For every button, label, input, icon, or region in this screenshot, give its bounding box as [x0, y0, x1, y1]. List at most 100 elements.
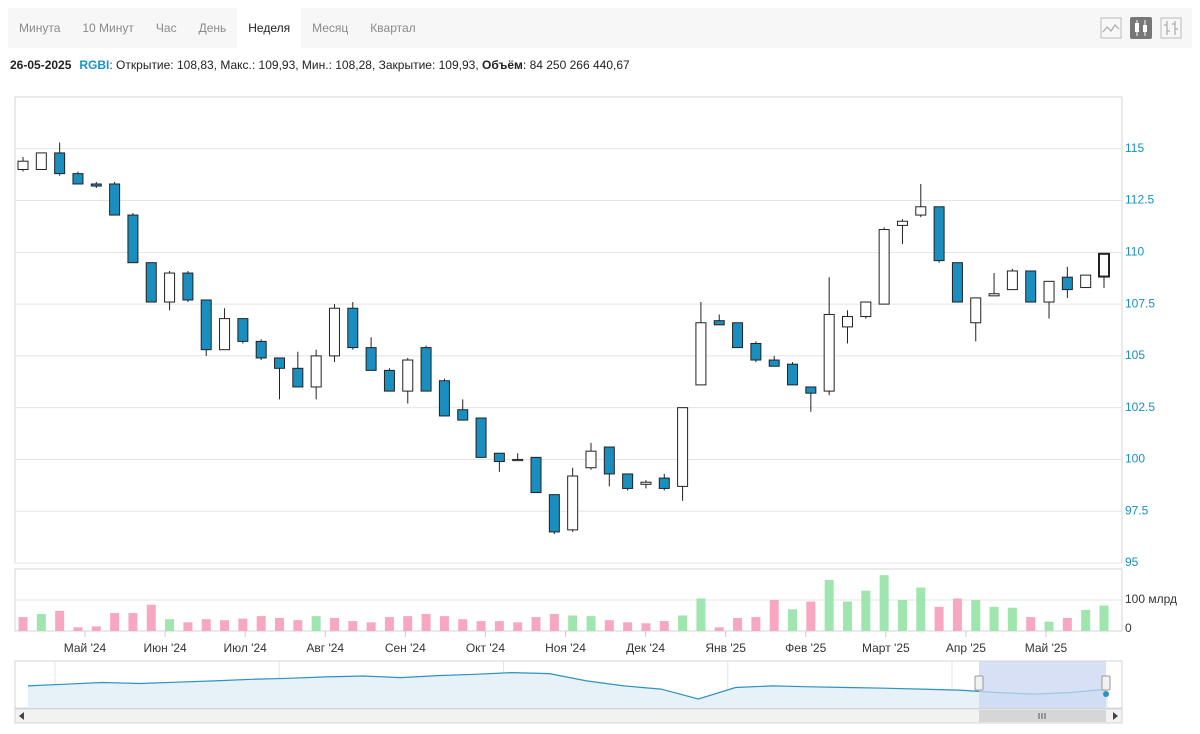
tab-month[interactable]: Месяц	[312, 21, 349, 35]
volume-bar[interactable]	[733, 617, 743, 631]
candle[interactable]	[915, 183, 927, 218]
candle[interactable]	[182, 270, 194, 303]
tab-minute[interactable]: Минута	[19, 21, 61, 35]
candle[interactable]	[640, 480, 652, 489]
line-chart-icon[interactable]	[1100, 17, 1122, 39]
candle[interactable]	[622, 473, 634, 491]
volume-bar[interactable]	[531, 617, 541, 631]
candle[interactable]	[988, 273, 1000, 297]
volume-bar[interactable]	[1062, 617, 1072, 631]
volume-bar[interactable]	[879, 575, 889, 631]
volume-bar[interactable]	[971, 600, 981, 631]
candle[interactable]	[237, 318, 249, 344]
candle[interactable]	[493, 452, 505, 472]
candle[interactable]	[457, 399, 469, 421]
candle[interactable]	[219, 308, 231, 351]
candle[interactable]	[274, 357, 286, 400]
candle[interactable]	[127, 212, 139, 264]
volume-bar[interactable]	[769, 600, 779, 631]
candle[interactable]	[512, 453, 524, 462]
navigator-left-handle[interactable]	[974, 675, 984, 691]
volume-bar[interactable]	[549, 613, 559, 631]
candle[interactable]	[603, 446, 615, 487]
volume-bar[interactable]	[989, 606, 999, 631]
volume-bar[interactable]	[494, 621, 504, 631]
candle[interactable]	[402, 357, 414, 404]
volume-bar[interactable]	[366, 622, 376, 631]
candle[interactable]	[530, 456, 542, 494]
volume-bar[interactable]	[439, 616, 449, 631]
volume-bar[interactable]	[201, 619, 211, 631]
candle[interactable]	[255, 339, 267, 361]
volume-bar[interactable]	[183, 622, 193, 631]
candle[interactable]	[420, 345, 432, 392]
candle[interactable]	[365, 337, 377, 371]
candle[interactable]	[658, 473, 670, 491]
volume-bar[interactable]	[714, 627, 724, 631]
tab-week[interactable]: Неделя	[237, 8, 302, 48]
volume-bar[interactable]	[329, 617, 339, 631]
volume-bar[interactable]	[659, 621, 669, 631]
tab-quarter[interactable]: Квартал	[370, 21, 416, 35]
candle[interactable]	[35, 152, 47, 170]
volume-bar[interactable]	[1044, 621, 1054, 631]
candle[interactable]	[951, 262, 963, 303]
scroll-right-arrow-icon[interactable]	[1113, 712, 1118, 720]
candle[interactable]	[310, 349, 322, 400]
volume-bar[interactable]	[1081, 609, 1091, 631]
candle[interactable]	[54, 142, 66, 176]
candle[interactable]	[17, 157, 29, 172]
candle[interactable]	[1025, 270, 1037, 303]
volume-bar[interactable]	[458, 619, 468, 631]
volume-bar[interactable]	[311, 616, 321, 631]
tab-day[interactable]: День	[198, 21, 227, 35]
candle[interactable]	[860, 301, 872, 319]
tab-hour[interactable]: Час	[155, 21, 177, 35]
candle[interactable]	[109, 181, 121, 216]
navigator-right-handle[interactable]	[1101, 675, 1111, 691]
scroll-left-arrow-icon[interactable]	[19, 712, 24, 720]
volume-bar[interactable]	[788, 609, 798, 631]
candle[interactable]	[90, 181, 102, 189]
volume-bar[interactable]	[421, 613, 431, 631]
candle[interactable]	[548, 494, 560, 535]
candle[interactable]	[695, 302, 707, 386]
volume-bar[interactable]	[751, 617, 761, 631]
volume-bar[interactable]	[824, 579, 834, 631]
volume-bar[interactable]	[73, 627, 83, 631]
volume-bar[interactable]	[128, 613, 138, 631]
volume-bar[interactable]	[165, 619, 175, 631]
candle[interactable]	[933, 206, 945, 263]
volume-bar[interactable]	[1099, 605, 1109, 631]
navigator-selection[interactable]	[979, 661, 1106, 708]
candle[interactable]	[1043, 280, 1055, 319]
candle[interactable]	[347, 302, 359, 350]
tab-10-minutes[interactable]: 10 Минут	[82, 21, 134, 35]
candle[interactable]	[567, 467, 579, 532]
candle[interactable]	[585, 442, 597, 470]
candle[interactable]	[896, 219, 908, 245]
volume-bar[interactable]	[568, 615, 578, 632]
volume-bar[interactable]	[861, 590, 871, 631]
candle[interactable]	[475, 417, 487, 458]
candle[interactable]	[805, 386, 817, 412]
volume-bar[interactable]	[586, 616, 596, 631]
candle[interactable]	[677, 407, 689, 501]
volume-bar[interactable]	[110, 613, 120, 631]
candle[interactable]	[841, 310, 853, 344]
candle[interactable]	[164, 270, 176, 311]
candle[interactable]	[438, 378, 450, 417]
volume-bar[interactable]	[55, 610, 65, 631]
volume-bar[interactable]	[293, 620, 303, 631]
candle[interactable]	[768, 355, 780, 367]
volume-bar[interactable]	[403, 616, 413, 631]
volume-bar[interactable]	[623, 622, 633, 631]
candle[interactable]	[878, 227, 890, 305]
candle[interactable]	[1061, 266, 1073, 298]
volume-bar[interactable]	[696, 598, 706, 631]
volume-bar[interactable]	[91, 626, 101, 631]
volume-bar[interactable]	[476, 621, 486, 631]
volume-bar[interactable]	[897, 600, 907, 631]
volume-bar[interactable]	[36, 613, 46, 631]
